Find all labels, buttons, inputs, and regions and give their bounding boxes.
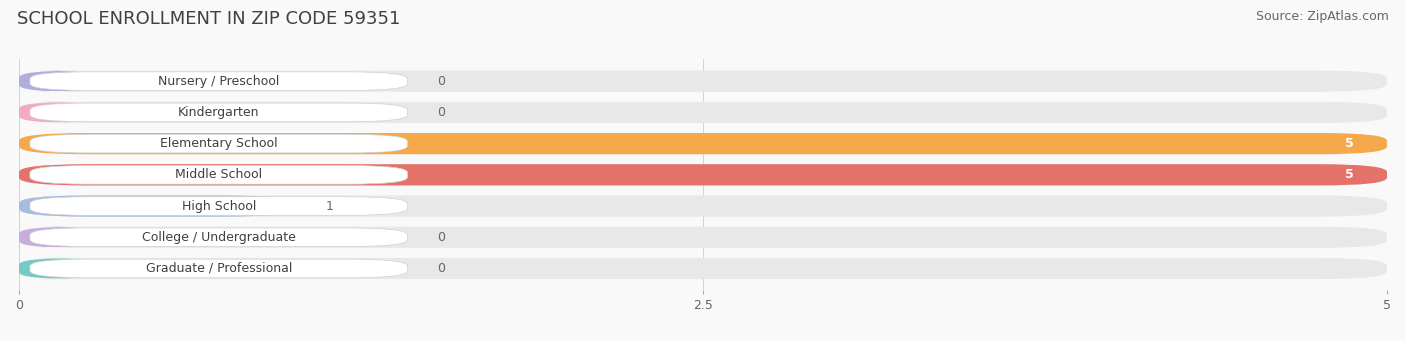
FancyBboxPatch shape xyxy=(30,165,408,184)
Text: 5: 5 xyxy=(1346,137,1354,150)
FancyBboxPatch shape xyxy=(30,228,408,247)
FancyBboxPatch shape xyxy=(20,102,1386,123)
Text: 0: 0 xyxy=(437,75,446,88)
Text: Middle School: Middle School xyxy=(176,168,263,181)
Text: Source: ZipAtlas.com: Source: ZipAtlas.com xyxy=(1256,10,1389,23)
Text: College / Undergraduate: College / Undergraduate xyxy=(142,231,295,244)
FancyBboxPatch shape xyxy=(30,72,408,90)
FancyBboxPatch shape xyxy=(20,164,1386,186)
FancyBboxPatch shape xyxy=(20,71,96,92)
FancyBboxPatch shape xyxy=(30,134,408,153)
FancyBboxPatch shape xyxy=(30,259,408,278)
FancyBboxPatch shape xyxy=(20,227,1386,248)
Text: Kindergarten: Kindergarten xyxy=(179,106,260,119)
FancyBboxPatch shape xyxy=(20,133,1386,154)
Text: Graduate / Professional: Graduate / Professional xyxy=(146,262,292,275)
Text: Elementary School: Elementary School xyxy=(160,137,277,150)
FancyBboxPatch shape xyxy=(20,133,1386,154)
FancyBboxPatch shape xyxy=(20,71,1386,92)
FancyBboxPatch shape xyxy=(20,195,292,217)
Text: 1: 1 xyxy=(325,199,333,212)
Text: Nursery / Preschool: Nursery / Preschool xyxy=(157,75,280,88)
FancyBboxPatch shape xyxy=(30,103,408,122)
FancyBboxPatch shape xyxy=(20,258,96,279)
Text: 0: 0 xyxy=(437,106,446,119)
FancyBboxPatch shape xyxy=(20,258,1386,279)
FancyBboxPatch shape xyxy=(20,195,1386,217)
Text: 0: 0 xyxy=(437,262,446,275)
FancyBboxPatch shape xyxy=(30,197,408,216)
FancyBboxPatch shape xyxy=(20,102,96,123)
Text: SCHOOL ENROLLMENT IN ZIP CODE 59351: SCHOOL ENROLLMENT IN ZIP CODE 59351 xyxy=(17,10,401,28)
FancyBboxPatch shape xyxy=(20,164,1386,186)
Text: 0: 0 xyxy=(437,231,446,244)
Text: High School: High School xyxy=(181,199,256,212)
FancyBboxPatch shape xyxy=(20,227,96,248)
Text: 5: 5 xyxy=(1346,168,1354,181)
